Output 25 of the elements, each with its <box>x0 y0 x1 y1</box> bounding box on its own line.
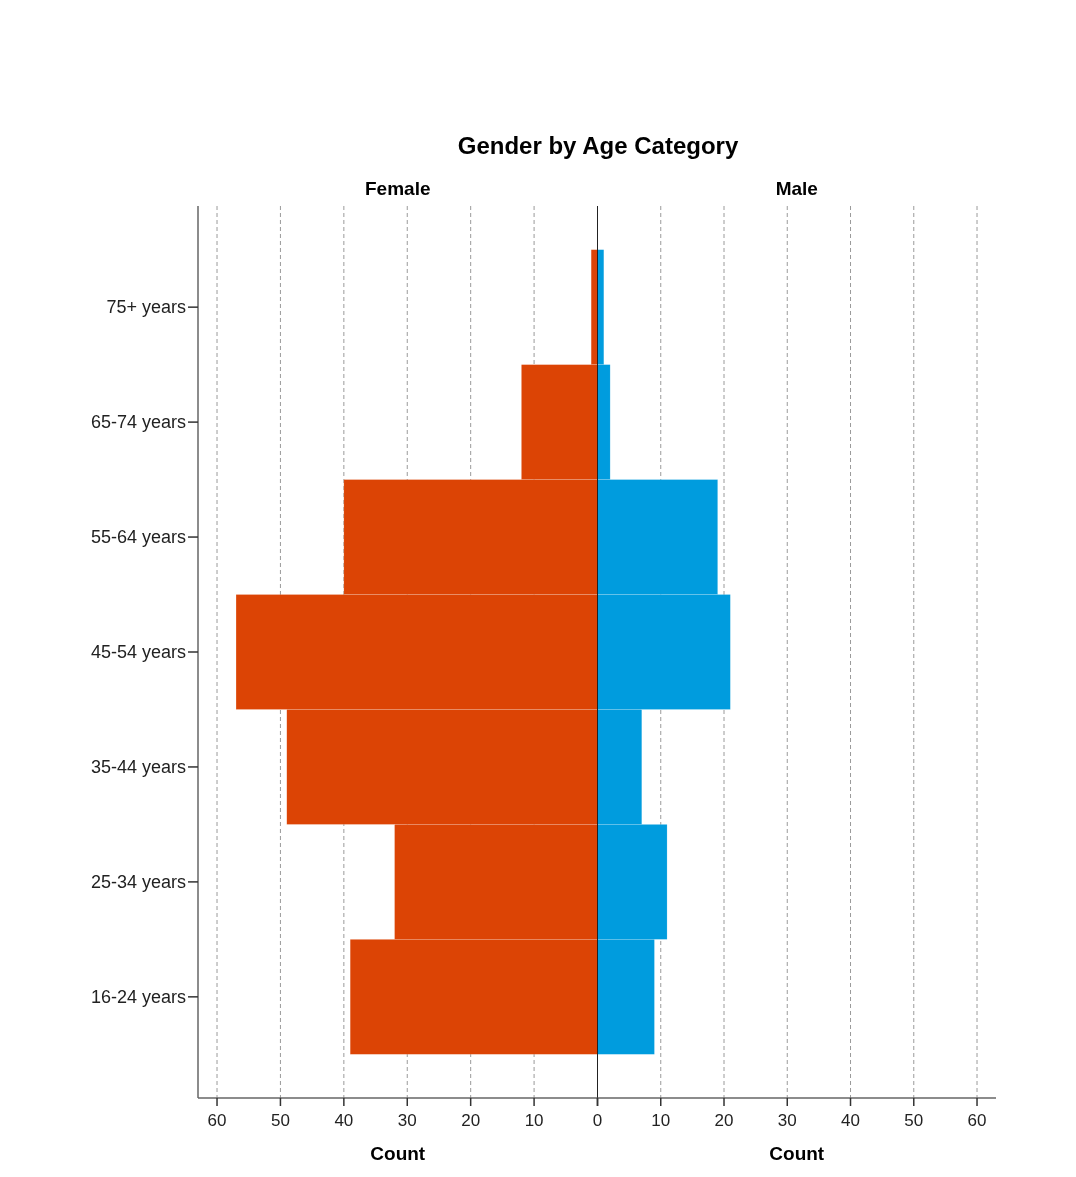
x-tick-label: 30 <box>397 1111 417 1130</box>
x-tick-label: 20 <box>461 1111 481 1130</box>
x-tick-label: 50 <box>904 1111 924 1130</box>
y-tick-label: 45-54 years <box>90 642 186 662</box>
x-axis-title: Count <box>769 1143 825 1164</box>
x-tick-label: 30 <box>777 1111 797 1130</box>
x-tick-label: 0 <box>592 1111 603 1130</box>
chart-subtitle: Male <box>775 178 818 199</box>
x-tick-label: 20 <box>714 1111 734 1130</box>
x-tick-label: 40 <box>841 1111 860 1130</box>
x-tick-label: 40 <box>334 1111 354 1130</box>
chart-subtitle: Female <box>365 178 431 199</box>
y-tick-label: 65-74 years <box>90 412 186 433</box>
x-axis-title: Count <box>370 1143 426 1164</box>
y-tick-label: 35-44 years <box>90 756 186 777</box>
x-tick-label: 10 <box>651 1111 671 1130</box>
y-tick-label: 55-64 years <box>90 527 186 548</box>
x-tick-label: 50 <box>270 1111 290 1130</box>
chart-title: Gender by Age Category <box>457 132 739 159</box>
y-tick-label: 25-34 years <box>90 871 186 892</box>
x-tick-label: 10 <box>524 1111 544 1130</box>
x-tick-label: 60 <box>207 1111 227 1130</box>
y-tick-label: 16-24 years <box>90 986 186 1007</box>
y-tick-label: 75+ years <box>106 297 186 318</box>
x-tick-label: 60 <box>967 1111 987 1130</box>
